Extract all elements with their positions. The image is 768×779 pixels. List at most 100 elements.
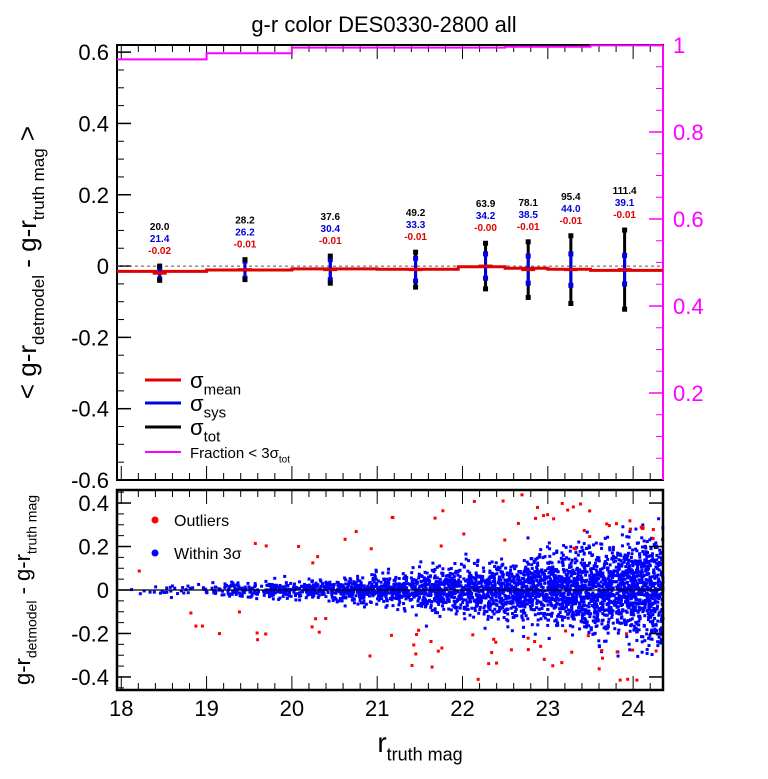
- within-point: [318, 590, 322, 594]
- within-point: [420, 604, 424, 608]
- within-point: [413, 594, 417, 598]
- within-point: [623, 621, 627, 625]
- within-point: [637, 574, 641, 578]
- outlier-point: [310, 625, 314, 629]
- within-point: [632, 624, 636, 628]
- within-point: [452, 599, 456, 603]
- within-point: [228, 585, 232, 589]
- within-point: [375, 581, 379, 585]
- within-point: [445, 595, 449, 599]
- within-point: [635, 622, 639, 626]
- within-point: [626, 542, 630, 546]
- within-point: [632, 571, 636, 575]
- within-point: [655, 604, 659, 608]
- within-point: [434, 611, 438, 615]
- within-point: [589, 581, 593, 585]
- within-point: [571, 602, 575, 606]
- within-point: [186, 591, 190, 595]
- outlier-point: [436, 649, 440, 653]
- within-point: [645, 573, 649, 577]
- within-point: [488, 575, 492, 579]
- within-point: [542, 604, 546, 608]
- within-point: [640, 563, 644, 567]
- within-point: [610, 615, 614, 619]
- within-point: [522, 573, 526, 577]
- outlier-point: [200, 624, 204, 628]
- within-point: [650, 536, 654, 540]
- within-point: [572, 591, 576, 595]
- within-point: [457, 583, 461, 587]
- within-point: [541, 570, 545, 574]
- within-point: [433, 599, 437, 603]
- within-point: [555, 623, 559, 627]
- within-point: [188, 586, 192, 590]
- within-point: [585, 530, 589, 534]
- within-point: [387, 567, 391, 571]
- within-point: [181, 586, 185, 590]
- within-point: [529, 581, 533, 585]
- within-point: [506, 579, 510, 583]
- within-point: [433, 591, 437, 595]
- within-point: [376, 594, 380, 598]
- within-point: [603, 560, 607, 564]
- xtick-label: 18: [109, 696, 133, 721]
- within-point: [543, 597, 547, 601]
- within-point: [568, 624, 572, 628]
- within-point: [481, 576, 485, 580]
- within-point: [656, 600, 660, 604]
- within-point: [608, 548, 612, 552]
- within-point: [659, 639, 663, 643]
- within-point: [466, 590, 470, 594]
- within-point: [318, 578, 322, 582]
- within-point: [319, 584, 323, 588]
- within-point: [640, 565, 644, 569]
- within-point: [574, 602, 578, 606]
- within-point: [645, 628, 649, 632]
- within-point: [468, 613, 472, 617]
- within-point: [584, 591, 588, 595]
- within-point: [602, 613, 606, 617]
- within-point: [657, 613, 661, 617]
- within-point: [234, 592, 238, 596]
- within-point: [560, 583, 564, 587]
- within-point: [432, 597, 436, 601]
- within-point: [326, 590, 330, 594]
- within-point: [514, 595, 518, 599]
- within-point: [310, 579, 314, 583]
- within-point: [586, 612, 590, 616]
- within-point: [591, 591, 595, 595]
- within-point: [501, 598, 505, 602]
- within-point: [621, 525, 625, 529]
- legend-label: σtot: [190, 415, 221, 446]
- within-point: [316, 591, 320, 595]
- within-point: [349, 591, 353, 595]
- legend-label-part-0: Fraction < 3σ: [190, 445, 280, 462]
- within-point: [307, 577, 311, 581]
- within-point: [616, 601, 620, 605]
- within-point: [617, 608, 621, 612]
- within-point: [406, 589, 410, 593]
- within-point: [522, 578, 526, 582]
- xtick-label: 22: [450, 696, 474, 721]
- within-point: [488, 608, 492, 612]
- within-point: [313, 589, 317, 593]
- within-point: [231, 581, 235, 585]
- outlier-point: [631, 648, 635, 652]
- within-point: [497, 578, 501, 582]
- within-point: [640, 536, 644, 540]
- within-point: [581, 586, 585, 590]
- within-point: [394, 575, 398, 579]
- within-point: [455, 609, 459, 613]
- within-point: [524, 614, 528, 618]
- within-point: [402, 607, 406, 611]
- within-point: [589, 612, 593, 616]
- within-point: [331, 599, 335, 603]
- within-point: [384, 594, 388, 598]
- within-point: [625, 635, 629, 639]
- within-point: [466, 569, 470, 573]
- within-point: [281, 585, 285, 589]
- within-point: [391, 604, 395, 608]
- within-point: [511, 605, 515, 609]
- within-point: [641, 610, 645, 614]
